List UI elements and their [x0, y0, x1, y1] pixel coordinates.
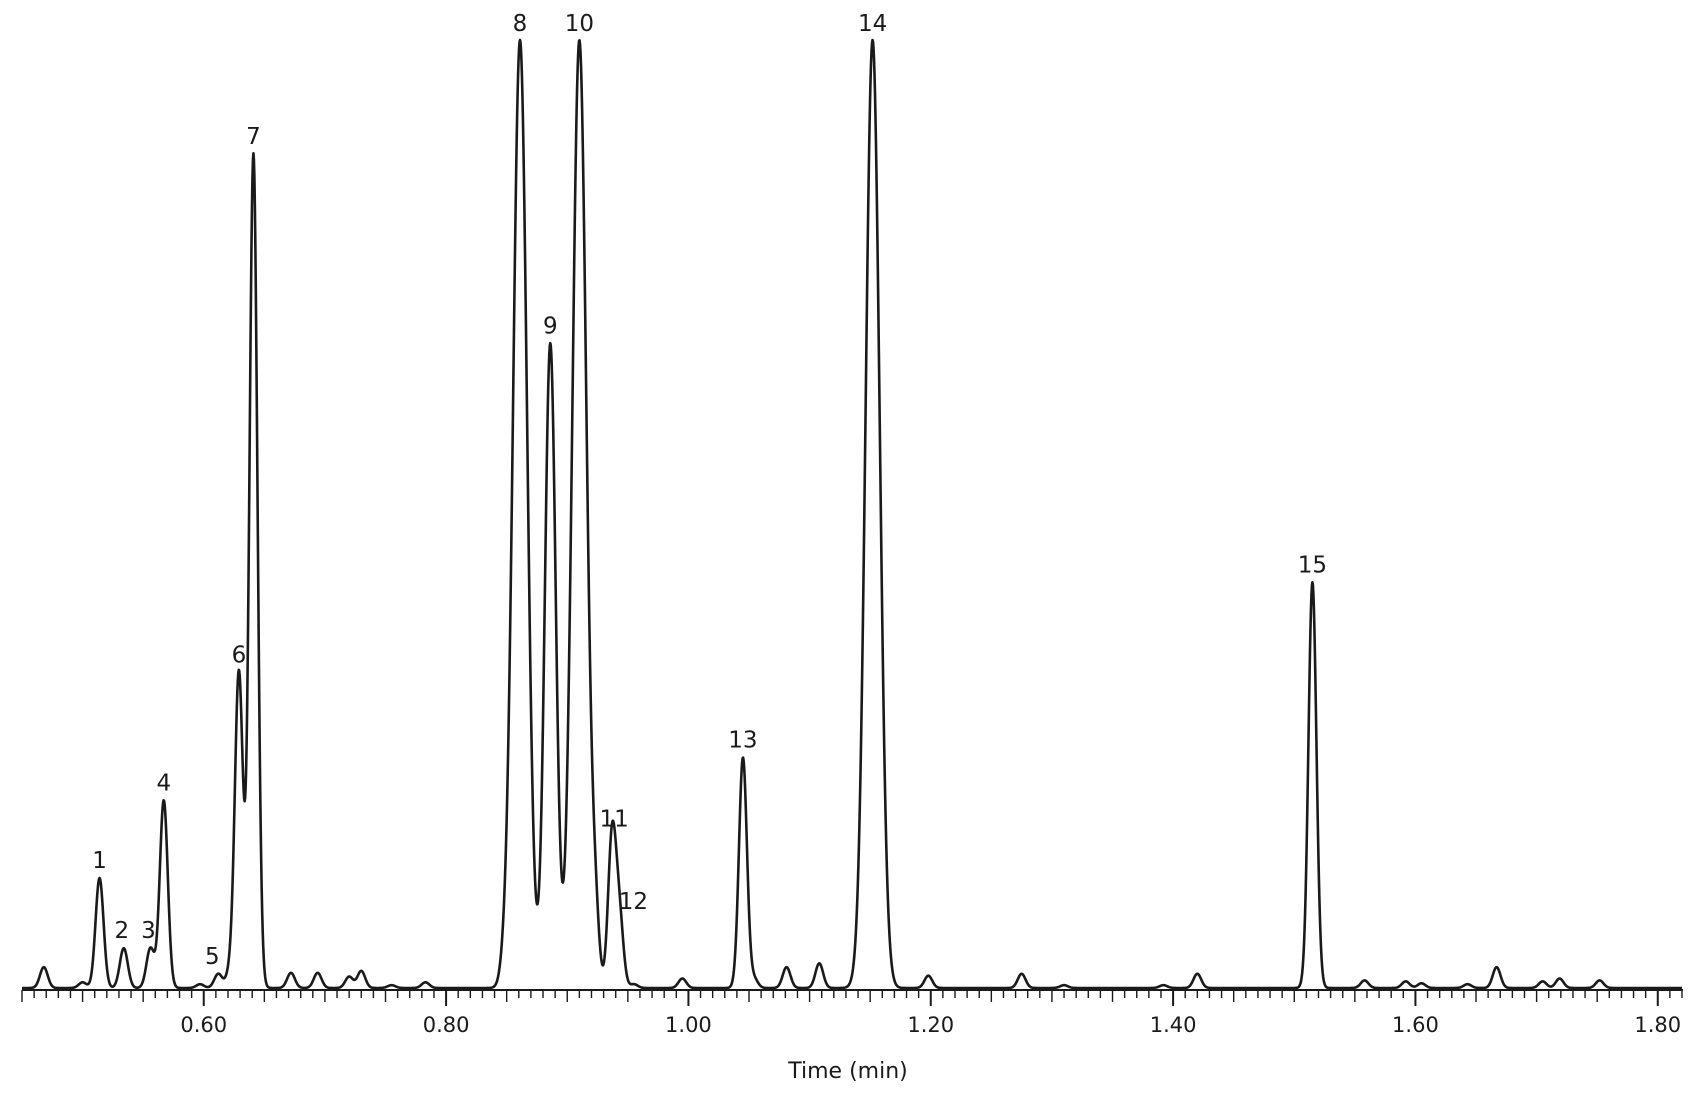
x-tick-label: 0.80 [423, 1013, 470, 1037]
peak-label-1: 1 [92, 848, 107, 874]
peak-label-4: 4 [156, 770, 171, 796]
peak-label-14: 14 [858, 11, 887, 37]
peak-label-12: 12 [619, 889, 648, 915]
x-axis-ticks: 0.60 0.80 1.00 1.20 1.40 1.60 1.80 [21, 990, 1683, 1037]
x-tick-label: 1.60 [1392, 1013, 1439, 1037]
peak-label-5: 5 [205, 944, 220, 970]
x-tick-label: 0.60 [180, 1013, 227, 1037]
x-tick-label: 1.20 [907, 1013, 954, 1037]
peak-label-13: 13 [728, 728, 757, 754]
peak-label-9: 9 [543, 313, 558, 339]
peak-label-3: 3 [141, 918, 156, 944]
peak-label-11: 11 [599, 806, 628, 832]
x-axis-title: Time (min) [787, 1059, 908, 1084]
peak-label-10: 10 [565, 11, 594, 37]
x-tick-label: 1.80 [1634, 1013, 1681, 1037]
signal-trace [21, 38, 1683, 990]
x-tick-label: 1.40 [1150, 1013, 1197, 1037]
peak-label-6: 6 [232, 642, 247, 668]
peak-label-15: 15 [1298, 552, 1327, 578]
peak-label-2: 2 [114, 918, 129, 944]
x-tick-label: 1.00 [665, 1013, 712, 1037]
peak-label-8: 8 [513, 11, 528, 37]
peak-label-7: 7 [246, 124, 261, 150]
signal-layer [21, 38, 1683, 990]
